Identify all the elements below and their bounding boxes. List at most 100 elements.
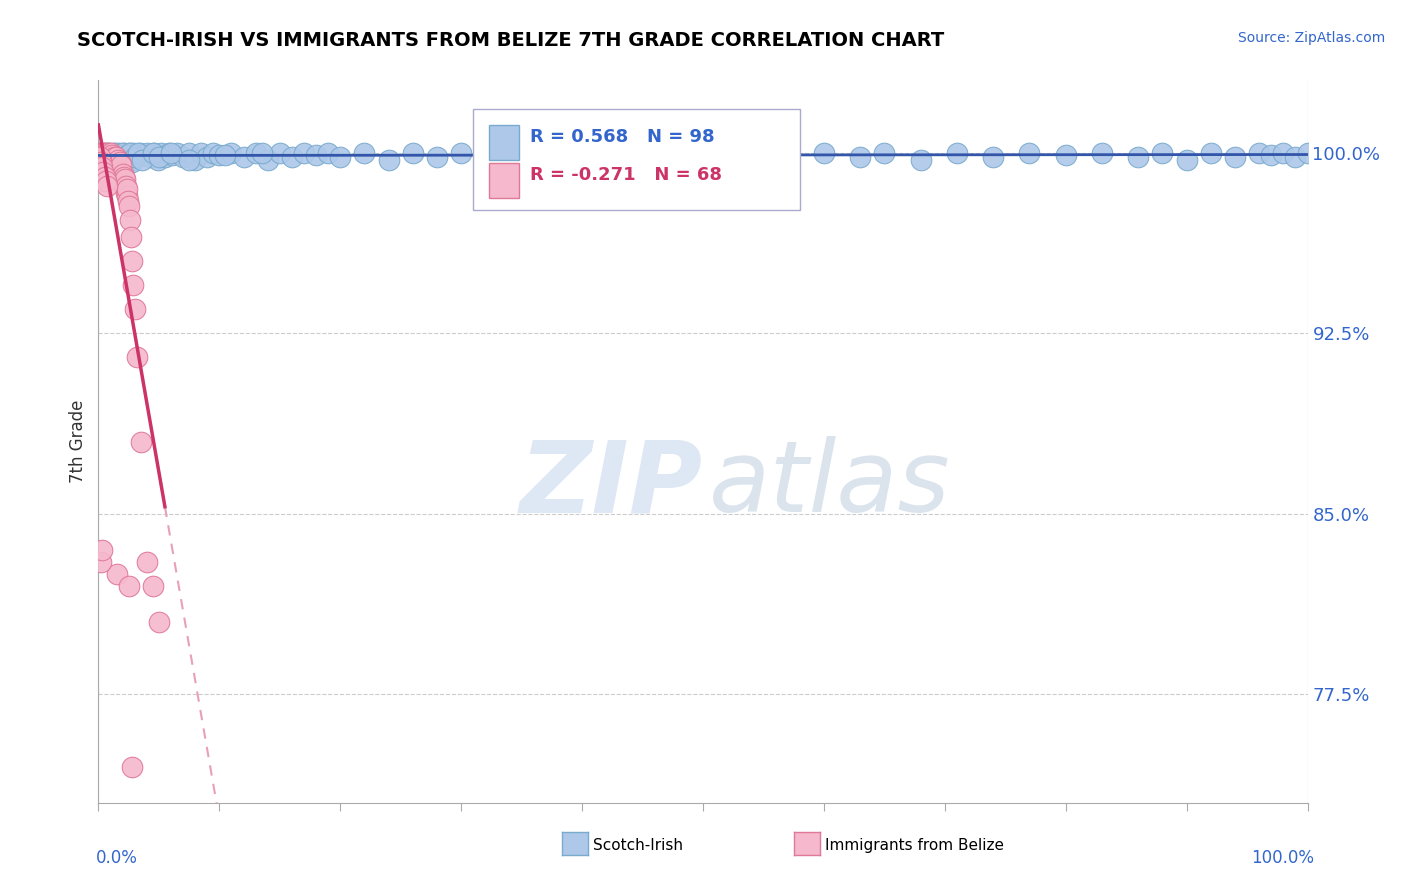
Point [195,150,218,164]
Text: ZIP: ZIP [520,436,703,533]
Point [132,148,155,162]
Point [118,145,141,160]
Point [107,169,129,184]
Point [103,155,125,169]
Point [94,150,117,164]
Point [117,181,139,195]
Point [107,153,129,167]
Point [114,153,136,167]
Bar [489,125,519,160]
Point [120,153,142,167]
Point [112,145,135,160]
Point [101,148,124,162]
Point [221,145,243,160]
Point [125,150,148,164]
Point [90,155,112,169]
Point [118,213,141,227]
Point [329,150,352,164]
Point [94,150,117,164]
Point [292,145,315,160]
Point [704,150,727,164]
Point [1249,145,1271,160]
Point [111,145,134,160]
Point [115,189,138,203]
Point [121,253,143,268]
Point [98,155,121,169]
Point [104,157,127,171]
Point [91,155,114,169]
Point [981,150,1004,164]
Point [232,150,254,164]
Text: 0.0%: 0.0% [96,849,138,867]
Text: Scotch-Irish: Scotch-Irish [593,838,683,853]
Text: Source: ZipAtlas.com: Source: ZipAtlas.com [1237,31,1385,45]
Point [91,160,114,174]
Point [89,150,111,164]
Point [124,150,146,164]
Point [214,148,236,162]
Point [121,759,143,773]
Point [127,145,149,160]
Point [112,169,135,184]
Point [101,162,124,177]
Point [89,145,111,160]
Point [523,145,546,160]
Point [110,165,132,179]
Point [114,172,136,186]
Point [558,150,581,164]
Point [450,145,472,160]
Point [93,145,115,160]
Point [148,150,170,164]
Point [122,277,145,292]
Point [91,145,114,160]
Point [105,153,128,167]
Point [90,145,112,160]
Point [595,145,617,160]
Point [100,153,122,167]
Point [89,148,111,162]
Point [160,145,183,160]
Point [1091,145,1114,160]
Point [426,150,449,164]
Point [316,145,339,160]
FancyBboxPatch shape [474,109,800,211]
Point [129,434,152,449]
Point [813,145,835,160]
Point [108,155,131,169]
Point [97,162,120,177]
Point [1260,148,1282,162]
Point [353,145,375,160]
Point [108,150,131,164]
Point [139,150,162,164]
Point [166,145,188,160]
Point [110,148,132,162]
Point [93,169,115,184]
Point [946,145,969,160]
Point [101,148,124,162]
Point [98,148,121,162]
Point [256,153,278,167]
Point [1054,148,1077,162]
Point [1175,153,1198,167]
Point [131,153,153,167]
Point [250,145,273,160]
Point [1296,145,1319,160]
Point [115,150,138,164]
Point [100,153,122,167]
Point [94,174,117,188]
Point [120,229,142,244]
Point [148,615,170,629]
Text: R = -0.271   N = 68: R = -0.271 N = 68 [530,166,723,184]
Point [100,150,122,164]
Point [873,145,896,160]
Point [402,145,425,160]
Point [115,179,138,194]
Point [111,167,134,181]
Point [153,150,176,164]
Point [108,162,131,177]
Point [97,145,120,160]
Point [486,148,509,162]
Point [146,153,169,167]
Point [128,145,150,160]
Point [1128,150,1150,164]
